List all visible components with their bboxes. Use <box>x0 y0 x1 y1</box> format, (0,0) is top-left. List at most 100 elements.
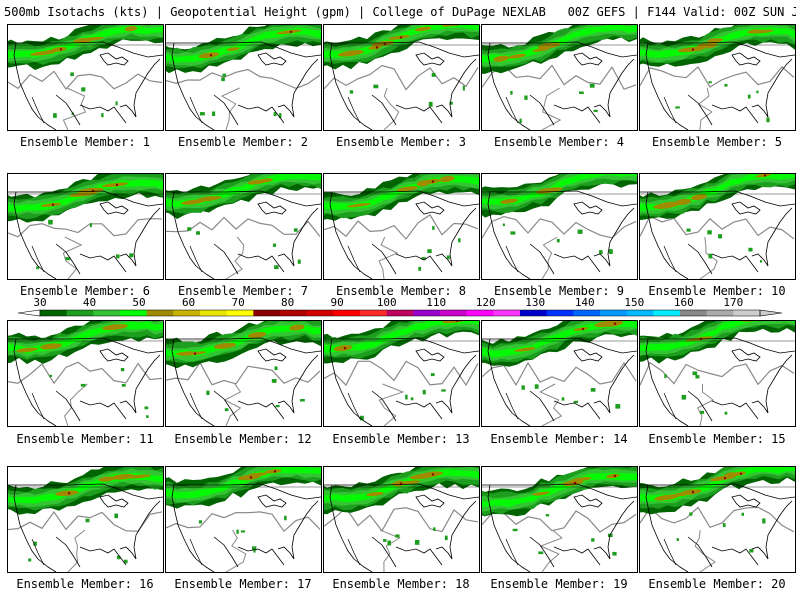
member-18-map-svg <box>324 467 479 572</box>
colorbar-swatch-24 <box>680 310 707 316</box>
colorbar-swatch-13 <box>386 310 414 316</box>
colorbar-swatch-15 <box>440 310 467 316</box>
colorbar-swatch-11 <box>333 310 361 316</box>
member-1-map-svg <box>8 25 163 130</box>
ensemble-member-11-map <box>7 320 164 427</box>
colorbar-tick-170: 170 <box>723 296 744 309</box>
colorbar-tick-40: 40 <box>82 296 97 309</box>
colorbar-tick-130: 130 <box>525 296 546 309</box>
colorbar-swatch-2 <box>93 310 121 316</box>
colorbar-swatch-16 <box>466 310 494 316</box>
ensemble-member-20-map <box>639 466 796 573</box>
ensemble-member-9-label: Ensemble Member: 9 <box>493 284 625 298</box>
header-field: Geopotential Height (gpm) <box>170 5 351 19</box>
colorbar-swatch-9 <box>280 310 307 316</box>
colorbar-left-arrow <box>17 309 41 317</box>
member-19-map-svg <box>482 467 637 572</box>
colorbar-swatch-17 <box>493 310 521 316</box>
member-6-map-svg <box>8 174 163 279</box>
colorbar-tick-80: 80 <box>280 296 295 309</box>
ensemble-member-7-label: Ensemble Member: 7 <box>177 284 309 298</box>
colorbar-tick-100: 100 <box>376 296 397 309</box>
ensemble-member-3-label: Ensemble Member: 3 <box>335 135 467 149</box>
member-5-map-svg <box>640 25 795 130</box>
colorbar-swatch-5 <box>173 310 201 316</box>
header-source: College of DuPage NEXLAB <box>372 5 546 19</box>
colorbar-swatch-19 <box>546 310 574 316</box>
colorbar-swatch-10 <box>306 310 334 316</box>
member-4-map-svg <box>482 25 637 130</box>
ensemble-member-1-label: Ensemble Member: 1 <box>19 135 151 149</box>
ensemble-member-5-label: Ensemble Member: 5 <box>651 135 783 149</box>
member-16-map-svg <box>8 467 163 572</box>
ensemble-member-6-label: Ensemble Member: 6 <box>19 284 151 298</box>
colorbar-swatch-4 <box>146 310 174 316</box>
colorbar-tick-50: 50 <box>132 296 146 309</box>
member-20-map-svg <box>640 467 795 572</box>
colorbar-swatch-18 <box>520 310 547 316</box>
colorbar-swatch-0 <box>40 310 67 316</box>
colorbar-tick-70: 70 <box>231 296 245 309</box>
ensemble-member-9-map <box>481 173 638 280</box>
colorbar-tick-140: 140 <box>574 296 595 309</box>
ensemble-member-15-map <box>639 320 796 427</box>
member-11-map-svg <box>8 321 163 426</box>
ensemble-member-16-map <box>7 466 164 573</box>
member-10-map-svg <box>640 174 795 279</box>
colorbar-swatch-1 <box>66 310 94 316</box>
ensemble-member-19-map <box>481 466 638 573</box>
header-product: 500mb Isotachs (kts) <box>4 5 149 19</box>
colorbar-tick-110: 110 <box>426 296 447 309</box>
ensemble-member-3-map <box>323 24 480 131</box>
ensemble-member-1-map <box>7 24 164 131</box>
ensemble-member-2-map <box>165 24 322 131</box>
colorbar-right-arrow <box>759 309 783 317</box>
member-13-map-svg <box>324 321 479 426</box>
colorbar-tick-160: 160 <box>673 296 694 309</box>
colorbar-swatch-25 <box>706 310 734 316</box>
ensemble-member-18-label: Ensemble Member: 18 <box>332 577 470 591</box>
ensemble-member-10-map <box>639 173 796 280</box>
ensemble-member-8-label: Ensemble Member: 8 <box>335 284 467 298</box>
colorbar-swatch-26 <box>733 310 761 316</box>
colorbar-swatch-22 <box>626 310 654 316</box>
colorbar-swatch-6 <box>200 310 227 316</box>
colorbar-tick-90: 90 <box>330 296 344 309</box>
ensemble-member-5-map <box>639 24 796 131</box>
colorbar-tick-150: 150 <box>624 296 645 309</box>
colorbar-swatch-12 <box>360 310 387 316</box>
colorbar-tick-120: 120 <box>475 296 496 309</box>
ensemble-member-7-map <box>165 173 322 280</box>
colorbar-swatch-3 <box>120 310 147 316</box>
ensemble-member-2-label: Ensemble Member: 2 <box>177 135 309 149</box>
colorbar-swatch-23 <box>653 310 681 316</box>
ensemble-member-8-map <box>323 173 480 280</box>
member-2-map-svg <box>166 25 321 130</box>
ensemble-member-17-map <box>165 466 322 573</box>
map-header: 500mb Isotachs (kts) | Geopotential Heig… <box>4 4 796 20</box>
ensemble-member-11-label: Ensemble Member: 11 <box>16 432 154 446</box>
ensemble-member-12-map <box>165 320 322 427</box>
ensemble-member-4-label: Ensemble Member: 4 <box>493 135 625 149</box>
ensemble-member-4-map <box>481 24 638 131</box>
ensemble-member-18-map <box>323 466 480 573</box>
member-3-map-svg <box>324 25 479 130</box>
colorbar-swatch-14 <box>413 310 441 316</box>
header-run: 00Z GEFS <box>567 5 626 19</box>
ensemble-member-20-label: Ensemble Member: 20 <box>648 577 786 591</box>
member-7-map-svg <box>166 174 321 279</box>
member-12-map-svg <box>166 321 321 426</box>
colorbar-swatch-21 <box>600 310 627 316</box>
member-17-map-svg <box>166 467 321 572</box>
member-14-map-svg <box>482 321 637 426</box>
header-valid: F144 Valid: 00Z SUN JUN 15 2025 <box>647 5 796 19</box>
ensemble-member-6-map <box>7 173 164 280</box>
colorbar-tick-30: 30 <box>33 296 47 309</box>
colorbar-swatch-8 <box>253 310 281 316</box>
member-8-map-svg <box>324 174 479 279</box>
member-9-map-svg <box>482 174 637 279</box>
colorbar-swatch-20 <box>573 310 601 316</box>
ensemble-member-16-label: Ensemble Member: 16 <box>16 577 154 591</box>
ensemble-member-14-label: Ensemble Member: 14 <box>490 432 628 446</box>
colorbar-tick-60: 60 <box>181 296 196 309</box>
